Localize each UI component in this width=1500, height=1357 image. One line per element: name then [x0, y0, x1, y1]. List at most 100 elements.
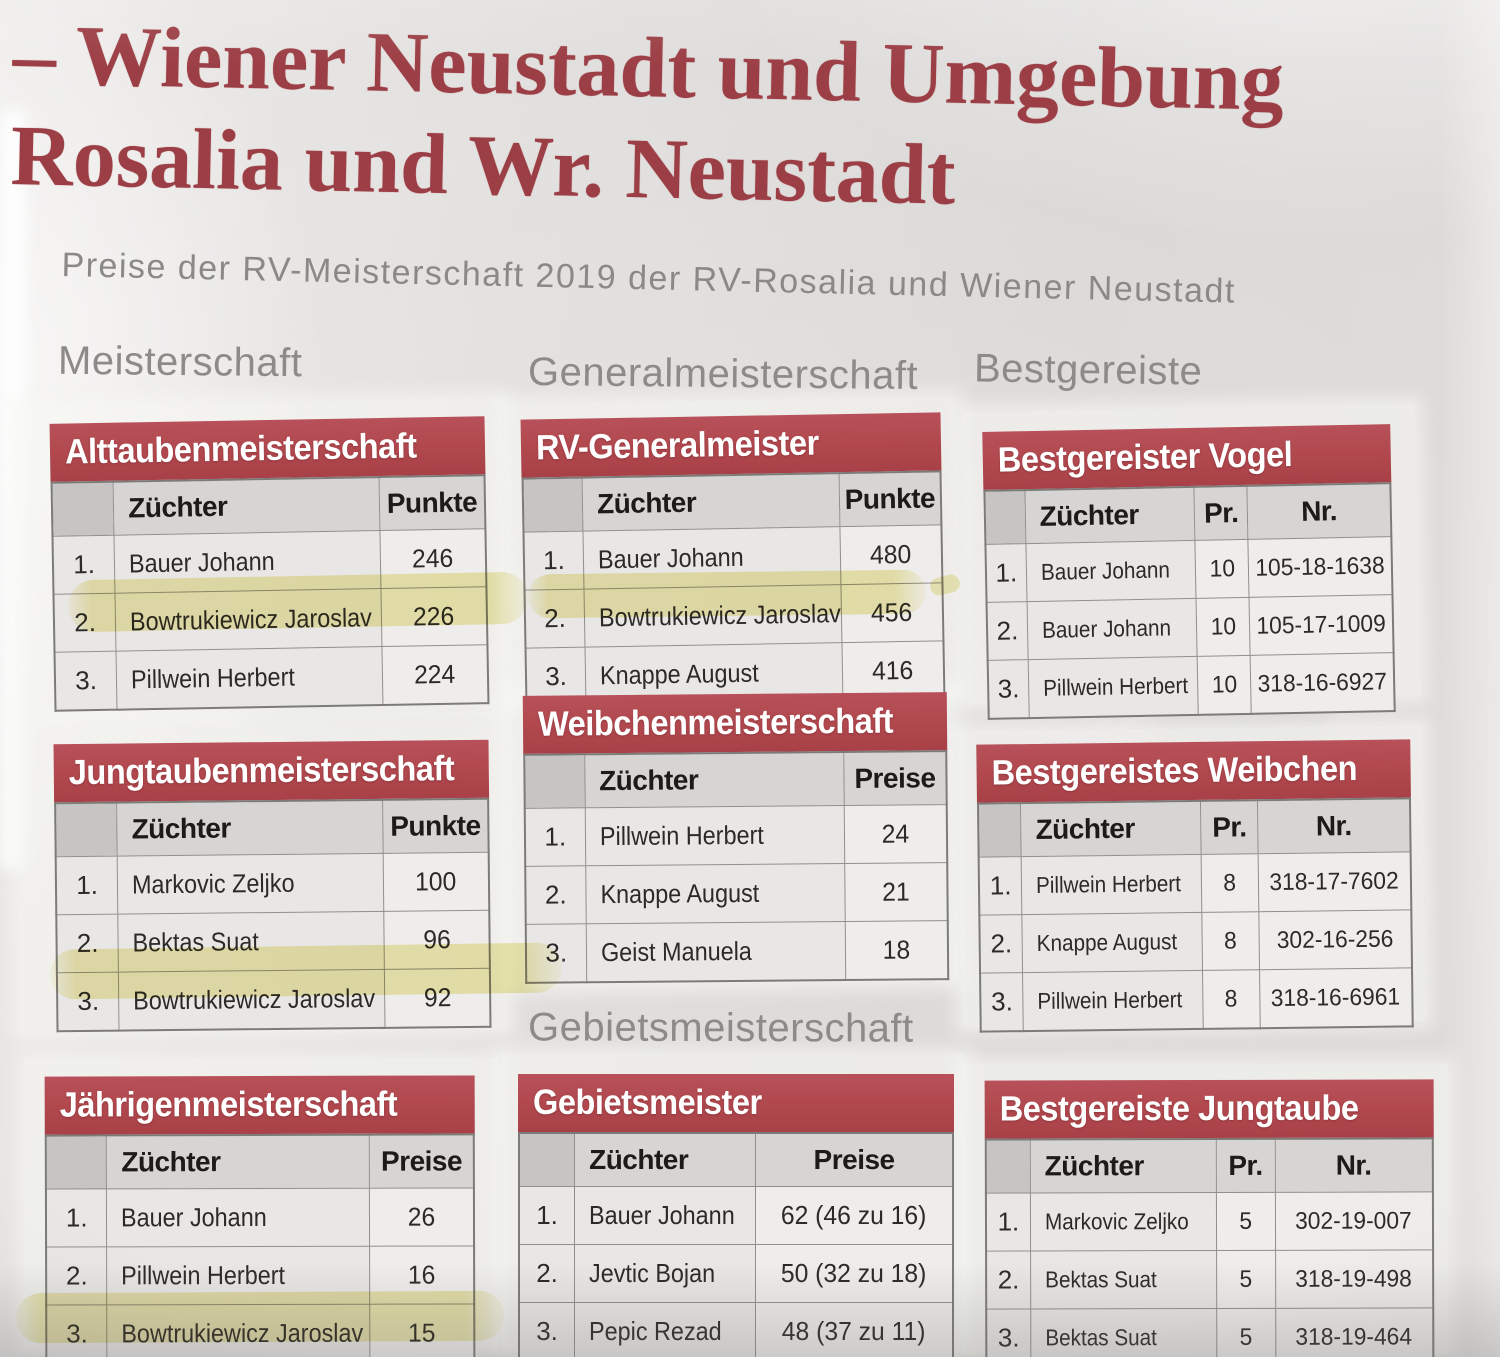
table-head: Züchter Punkte: [522, 471, 942, 533]
cell-text: 16: [408, 1259, 436, 1290]
breeder-cell: Bektas Suat: [1030, 1308, 1217, 1357]
highlighter-mark: [67, 571, 529, 633]
table-head: Züchter Punkte: [51, 475, 486, 537]
table-body: 1. Markovic Zeljko 5 302-19-007 2. Bektas Sua…: [985, 1191, 1434, 1357]
header-row: Züchter Punkte: [51, 475, 486, 537]
cell-text: 26: [407, 1201, 436, 1232]
rank-cell: 1.: [985, 1192, 1031, 1252]
breeder-cell: Bektas Suat: [1030, 1250, 1217, 1309]
bestgereistes-weibchen-table: Bestgereistes Weibchen Züchter Pr. Nr. 1. Pil…: [976, 739, 1414, 1033]
header-row: Züchter Pr. Nr.: [985, 1138, 1433, 1194]
weibchen-grid: Züchter Preise 1. Pillwein Herbert 24 2. Knapp…: [523, 750, 950, 984]
bestgereiste-jungtaube-table: Bestgereiste Jungtaube Züchter Pr. Nr. 1. Mar…: [984, 1079, 1435, 1357]
value-cell: 318-19-498: [1275, 1249, 1434, 1309]
cell-text: Bauer Johann: [128, 545, 276, 579]
gebietsmeister-table: Gebietsmeister Züchter Preise 1. Bauer Johan…: [518, 1074, 954, 1357]
cell-text: 224: [414, 658, 456, 690]
rank-column-header: [522, 477, 584, 533]
rank-column-header: [977, 803, 1022, 858]
highlighter-mark: [15, 1290, 505, 1344]
value-cell: 21: [844, 862, 948, 922]
rank-cell: 1.: [978, 856, 1023, 916]
header-row: Züchter Punkte: [522, 471, 942, 533]
alttaubenmeisterschaft-table: Alttaubenmeisterschaft Züchter Punkte 1. Bau…: [49, 416, 490, 712]
cell-text: Pepic Rezad: [589, 1316, 722, 1346]
table-row: 1. Markovic Zeljko 100: [55, 852, 490, 915]
value-cell: 318-16-6961: [1259, 967, 1413, 1029]
cell-text: 302-19-007: [1295, 1206, 1413, 1235]
column-header: Punkte: [838, 471, 942, 527]
cell-text: Bauer Johann: [1040, 556, 1170, 585]
rv-generalmeister-table: RV-Generalmeister Züchter Punkte 1. Bauer Jo…: [520, 412, 946, 708]
section-label-generalmeisterschaft: Generalmeisterschaft: [527, 349, 919, 399]
cell-text: 10: [1209, 554, 1236, 583]
cell-text: 18: [882, 934, 911, 965]
cell-text: Bektas Suat: [1045, 1324, 1157, 1351]
table-head: Züchter Preise: [518, 1132, 954, 1187]
breeder-cell: Bauer Johann: [106, 1188, 370, 1247]
cell-text: Pillwein Herbert: [1042, 672, 1189, 701]
rv_generalmeister-title-band: RV-Generalmeister: [520, 412, 942, 478]
value-cell: 318-19-464: [1275, 1307, 1434, 1357]
value-cell: 224: [382, 644, 489, 706]
column-header: Punkte: [382, 798, 489, 854]
cell-text: Pillwein Herbert: [1037, 986, 1183, 1014]
rank-cell: 3.: [987, 659, 1029, 719]
table-head: Züchter Pr. Nr.: [985, 1138, 1433, 1194]
column-header: Punkte: [379, 475, 486, 531]
cell-text: 302-16-256: [1276, 925, 1394, 954]
table-row: 2. Bauer Johann 10 105-17-1009: [986, 594, 1394, 661]
weibchenmeisterschaft-table: Weibchenmeisterschaft Züchter Preise 1. Pill…: [522, 692, 950, 984]
value-cell: 5: [1216, 1250, 1276, 1309]
bestgereister-vogel-table: Bestgereister Vogel Züchter Pr. Nr. 1. Bauer …: [982, 424, 1396, 720]
column-header: Nr.: [1257, 798, 1411, 854]
value-cell: 318-17-7602: [1258, 851, 1412, 912]
value-cell: 105-17-1009: [1249, 594, 1394, 656]
table-row: 3. Pillwein Herbert 224: [54, 644, 489, 711]
cell-text: 5: [1239, 1207, 1252, 1235]
cell-text: Bauer Johann: [1041, 614, 1171, 643]
header-row: Züchter Pr. Nr.: [977, 798, 1411, 858]
cell-text: 246: [412, 542, 454, 574]
rank-column-header: [984, 490, 1026, 545]
column-header: Nr.: [1247, 483, 1392, 540]
column-header: Züchter: [582, 473, 840, 532]
table-row: 3. Pillwein Herbert 8 318-16-6961: [980, 967, 1413, 1032]
header-row: Züchter Punkte: [55, 798, 489, 857]
bestgereister_vogel-grid: Züchter Pr. Nr. 1. Bauer Johann 10 105-18-1638…: [983, 482, 1396, 720]
cell-text: 105-17-1009: [1256, 609, 1387, 640]
jaehrigen-title-band: Jährigenmeisterschaft: [44, 1075, 475, 1135]
table-row: 2. Jevtic Bojan 50 (32 zu 18): [518, 1244, 954, 1303]
section-label-bestgereiste: Bestgereiste: [973, 346, 1203, 394]
page-subtitle: Preise der RV-Meisterschaft 2019 der RV-…: [61, 246, 1237, 311]
table-row: 2. Bektas Suat 5 318-19-498: [986, 1249, 1434, 1310]
cell-text: 10: [1211, 670, 1238, 699]
header-row: Züchter Preise: [518, 1132, 954, 1187]
cell-text: 21: [882, 876, 910, 907]
table-row: 2. Knappe August 8 302-16-256: [979, 909, 1413, 974]
jungtauben-title-band: Jungtaubenmeisterschaft: [53, 739, 490, 803]
cell-text: 48 (37 zu 11): [782, 1316, 926, 1346]
breeder-cell: Pillwein Herbert: [584, 805, 845, 866]
value-cell: 10: [1195, 539, 1250, 599]
breeder-cell: Markovic Zeljko: [1030, 1192, 1217, 1251]
rank-cell: 1.: [985, 543, 1027, 603]
cell-text: Bauer Johann: [589, 1200, 735, 1230]
table-title: Bestgereiste Jungtaube: [999, 1088, 1359, 1129]
rank-cell: 1.: [45, 1188, 108, 1248]
table-title: Alttaubenmeisterschaft: [64, 426, 417, 472]
table-title: Weibchenmeisterschaft: [537, 701, 894, 744]
cell-text: 10: [1210, 612, 1237, 641]
header-row: Züchter Preise: [45, 1134, 474, 1190]
rank-cell: 2.: [525, 865, 586, 925]
cell-text: Bauer Johann: [121, 1201, 268, 1233]
cell-text: 318-19-498: [1295, 1264, 1413, 1293]
breeder-cell: Bauer Johann: [1025, 540, 1197, 602]
bestgereistes_weibchen-title-band: Bestgereistes Weibchen: [976, 739, 1411, 803]
value-cell: 26: [369, 1187, 475, 1247]
breeder-cell: Pepic Rezad: [574, 1302, 757, 1357]
column-header: Nr.: [1274, 1138, 1433, 1193]
column-header: Züchter: [584, 752, 845, 808]
